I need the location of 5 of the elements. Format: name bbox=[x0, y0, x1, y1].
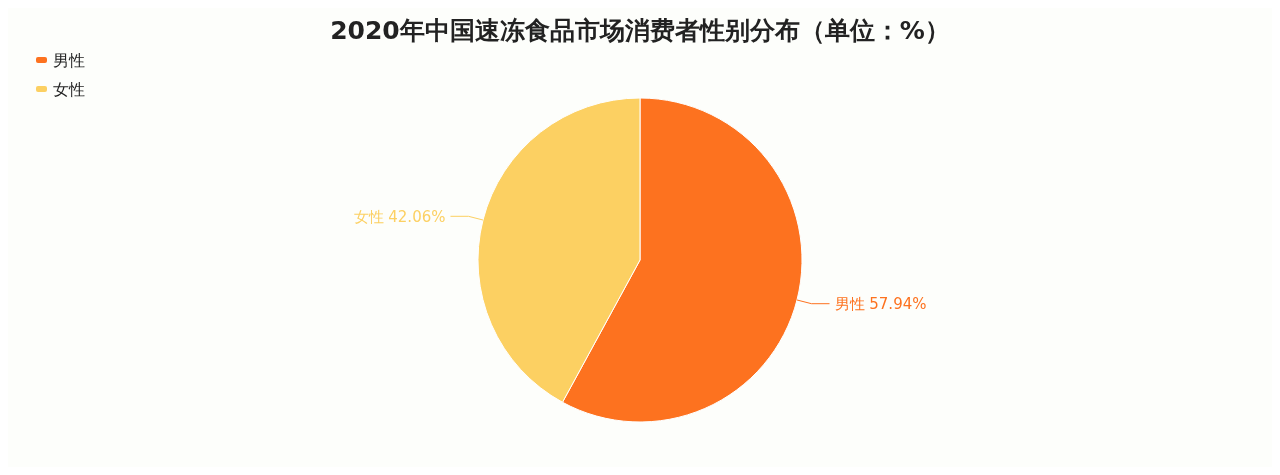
data-label: 男性 57.94% bbox=[834, 294, 927, 313]
legend-label: 女性 bbox=[53, 79, 85, 99]
data-label: 女性 42.06% bbox=[353, 207, 446, 226]
chart-title: 2020年中国速冻食品市场消费者性别分布（单位：%） bbox=[330, 15, 950, 45]
legend-label: 男性 bbox=[53, 50, 85, 70]
